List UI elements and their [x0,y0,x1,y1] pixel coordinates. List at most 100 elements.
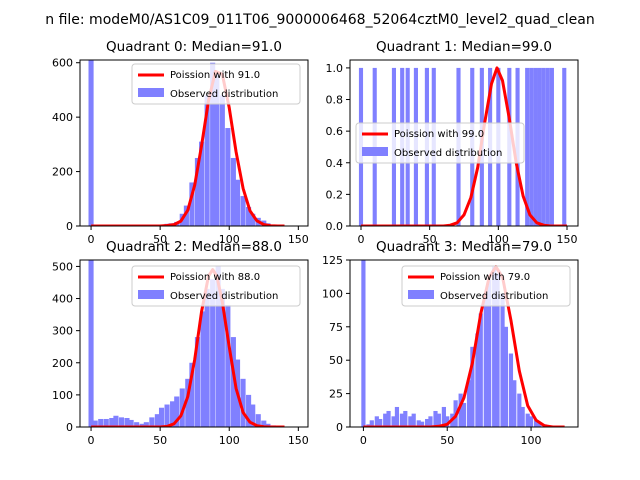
y-tick-label: 1.0 [326,62,344,75]
subplot-title: Quadrant 0: Median=91.0 [106,39,282,55]
hist-bar [394,406,400,427]
hist-bar [545,67,550,226]
y-tick-label: 0 [336,421,343,434]
legend-label: Observed distribution [170,291,278,302]
hist-bar [445,416,450,427]
hist-bar [158,407,165,427]
hist-bar [492,266,497,427]
hist-bar [361,260,366,427]
hist-bar [378,418,383,427]
hist-bar [189,182,195,226]
hist-bar [461,402,467,427]
x-tick-label: 0 [88,233,95,246]
hist-bar [134,422,140,427]
hist-bar [164,404,170,427]
x-tick-label: 50 [440,434,454,447]
subplot-0: Quadrant 0: Median=91.0 0 50 100 150 0 200 400 6… [52,39,309,246]
hist-bar [88,60,94,226]
hist-bar [466,380,472,427]
hist-bar [470,346,475,427]
axes-frame [79,59,309,227]
x-tick-label: 50 [153,434,167,447]
hist-bar [433,410,438,427]
hist-bar [541,67,546,226]
hist-bar [128,419,134,427]
y-tick-label: 100 [322,287,343,300]
subplot-title: Quadrant 1: Median=99.0 [376,39,552,55]
y-tick-label: 0.4 [326,157,344,170]
legend-label: Poission with 99.0 [394,129,484,140]
legend-patch-swatch [138,290,164,299]
y-tick-label: 0.6 [326,125,344,138]
hist-bar [250,404,256,427]
y-tick-label: 0 [66,220,73,233]
hist-bar [383,413,388,427]
y-tick-label: 100 [52,389,73,402]
hist-bar [399,413,405,427]
hist-bar [411,413,416,427]
hist-bar [225,128,231,226]
subplot-title: Quadrant 3: Median=79.0 [376,239,552,255]
hist-bar [487,280,492,427]
hist-bar [533,67,538,226]
hist-bar [436,413,441,427]
hist-bar [240,378,246,427]
hist-bar [98,418,104,427]
legend: Poission with 79.0 Observed distribution [401,265,571,307]
y-tick-label: 600 [52,57,73,70]
hist-bar [428,416,433,427]
hist-bar [234,179,241,226]
hist-bar [240,196,246,226]
hist-bar [225,304,231,427]
legend-label: Observed distribution [170,89,278,100]
hist-bar [154,414,160,427]
x-tick-label: 100 [488,233,509,246]
hist-bar [512,380,517,427]
hist-bar [194,337,201,427]
hist-bar [170,401,176,427]
hist-bar [386,410,391,427]
hist-bar [503,326,509,427]
legend-label: Poission with 88.0 [170,272,260,283]
hist-bar [441,406,446,427]
y-tick-label: 500 [52,260,73,273]
figure-suptitle: n file: modeM0/AS1C09_011T06_9000006468_… [45,12,594,28]
y-tick-label: 75 [329,321,343,334]
legend-box [131,265,301,307]
hist-bar [204,95,210,226]
legend: Poission with 91.0 Observed distribution [131,63,301,105]
hist-bar [189,362,195,427]
hist-bar [508,353,514,427]
hist-bar [143,422,149,427]
x-tick-label: 100 [219,233,240,246]
legend-patch-swatch [408,290,434,299]
hist-bar [517,393,522,427]
hist-bar [118,417,125,427]
x-tick-label: 100 [521,434,542,447]
hist-bar [537,422,542,427]
hist-bar [261,420,267,427]
hist-bar [525,67,530,226]
x-tick-label: 150 [557,233,578,246]
hist-bar [199,141,205,226]
hist-bar [113,415,119,427]
hist-bar [533,420,539,427]
hist-bar [88,260,94,427]
x-tick-label: 150 [288,233,309,246]
y-tick-label: 0 [66,421,73,434]
hist-bar [139,423,145,427]
axes-frame [349,259,579,428]
axes-frame [79,259,309,428]
legend-label: Poission with 79.0 [440,272,530,283]
poisson-line [361,66,567,226]
legend-label: Poission with 91.0 [170,70,260,81]
hist-bar [478,313,483,427]
hist-bar [246,394,252,427]
hist-bar [520,406,525,427]
subplot-3: Quadrant 3: Median=79.0 0 50 100 0 25 50 75 100 1… [322,239,579,447]
hist-bar [250,213,256,226]
hist-bar [103,418,109,427]
y-tick-label: 200 [52,357,73,370]
hist-bar [391,416,396,427]
hist-bar [562,67,567,226]
